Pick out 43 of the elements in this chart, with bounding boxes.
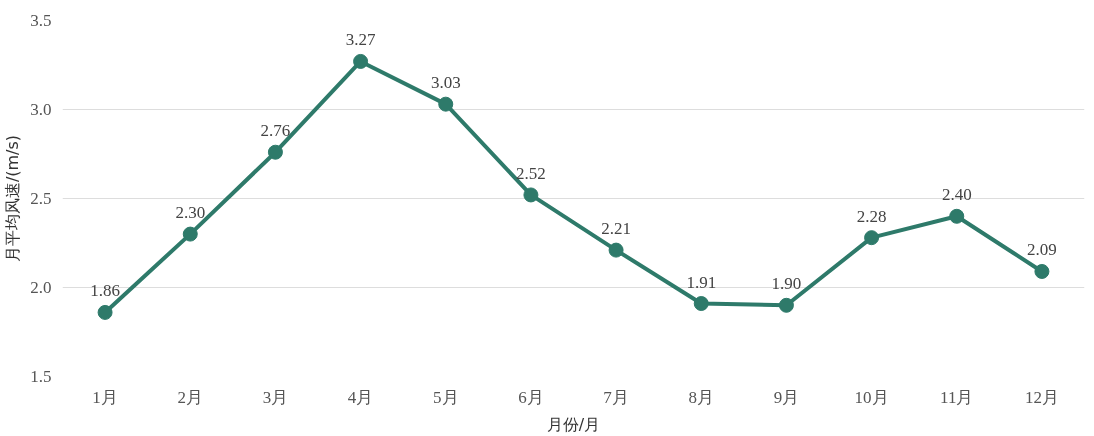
x-tick-label: 7月 (603, 387, 629, 407)
x-tick-label: 8月 (688, 387, 714, 407)
point (353, 53, 369, 69)
data-label: 2.21 (601, 219, 631, 239)
data-label: 2.28 (856, 206, 887, 226)
y-tick-label: 1.5 (30, 367, 52, 386)
y-tick-label: 3.0 (30, 100, 52, 119)
data-label: 2.40 (941, 185, 972, 205)
x-tick-label: 9月 (773, 387, 800, 407)
x-tick-label: 5月 (433, 387, 459, 407)
data-label: 2.52 (516, 163, 546, 183)
data-label: 1.91 (686, 272, 717, 292)
x-tick-label: 12月 (1024, 387, 1059, 407)
x-axis-title: 月份/月 (546, 414, 601, 434)
data-label: 3.03 (430, 73, 461, 93)
x-tick-label: 2月 (177, 387, 203, 407)
point (778, 297, 794, 313)
point (693, 296, 709, 312)
data-label: 2.76 (260, 121, 291, 141)
point (438, 96, 454, 112)
x-tick-label: 3月 (262, 387, 289, 407)
x-tick-label: 1月 (92, 387, 118, 407)
y-tick-label: 3.5 (30, 11, 52, 30)
point (864, 230, 880, 246)
point (182, 226, 198, 242)
x-tick-label: 4月 (347, 387, 374, 407)
point (97, 304, 113, 320)
y-tick-label: 2.5 (30, 189, 52, 208)
y-tick-label: 2.0 (30, 278, 52, 297)
data-label: 1.90 (771, 274, 802, 294)
data-label: 3.27 (345, 30, 376, 50)
point (608, 242, 624, 258)
point (1034, 263, 1050, 279)
x-tick-label: 11月 (940, 387, 974, 407)
data-label: 2.09 (1027, 240, 1057, 260)
data-label: 2.30 (175, 203, 206, 223)
x-tick-label: 10月 (854, 387, 889, 407)
point (523, 187, 539, 203)
y-axis-title: 月平均风速/(m/s) (3, 134, 23, 263)
point (267, 144, 283, 160)
point (949, 208, 965, 224)
data-label: 1.86 (90, 281, 120, 301)
x-tick-label: 6月 (518, 387, 544, 407)
